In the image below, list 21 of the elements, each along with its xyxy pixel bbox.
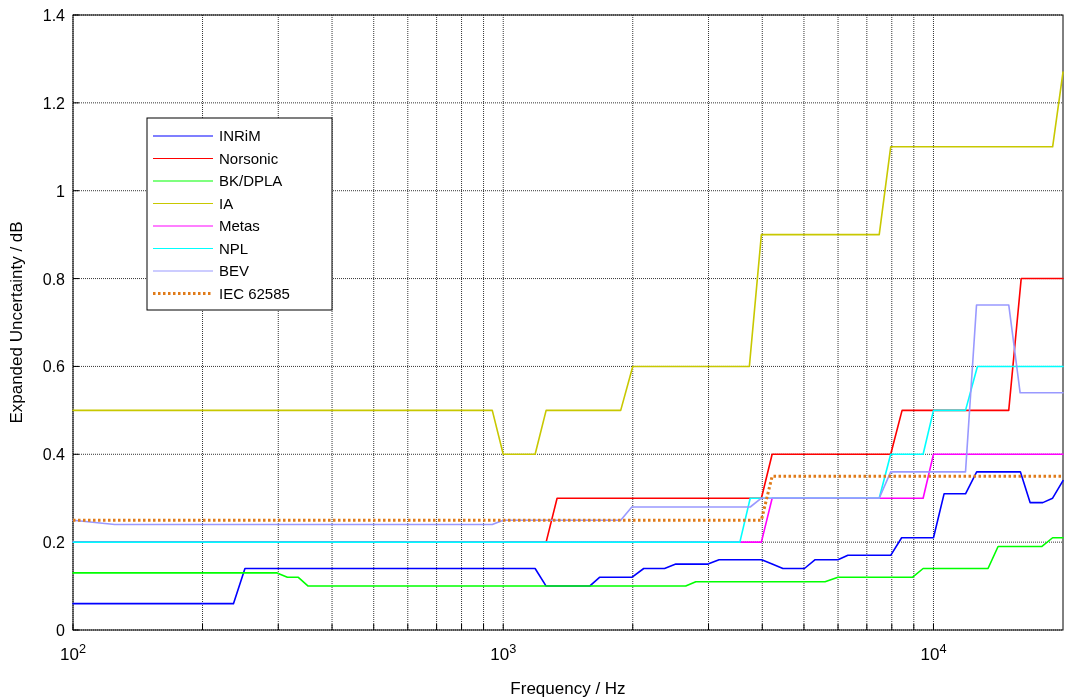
y-tick-label: 0.6: [42, 358, 66, 376]
x-tick-label: 10$^{3}$: [490, 640, 517, 664]
legend-label: INRiM: [219, 127, 261, 144]
y-axis-title: Expanded Uncertainty / dB: [7, 221, 26, 424]
y-tick-label: 1.4: [42, 7, 66, 24]
legend-label: Metas: [219, 217, 260, 234]
x-tick-label: 10$^{4}$: [920, 640, 947, 664]
legend-label: BEV: [219, 262, 250, 279]
legend-label: BK/DPLA: [219, 172, 283, 189]
legend-label: IEC 62585: [219, 284, 290, 302]
y-tick-label: 1.2: [42, 94, 66, 112]
y-tick-label: 0.2: [42, 534, 66, 552]
y-tick-label: 0: [56, 622, 66, 639]
legend-label: Norsonic: [219, 149, 279, 167]
y-tick-label: 1: [56, 182, 66, 200]
y-tick-label: 0.8: [42, 270, 66, 288]
x-axis-title: Frequency / Hz: [510, 679, 626, 698]
legend-label: NPL: [219, 239, 249, 257]
legend-label: IA: [219, 194, 234, 212]
x-tick-label: 10$^{2}$: [59, 640, 87, 664]
y-tick-label: 0.4: [42, 446, 66, 464]
